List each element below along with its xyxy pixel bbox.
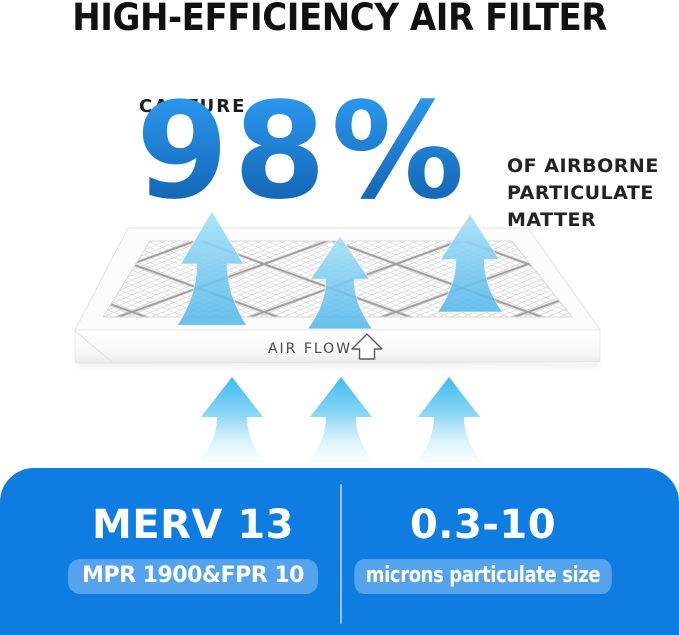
capture-description-line: PARTICULATE xyxy=(507,182,654,204)
merv-rating-value: MERV 13 xyxy=(92,502,294,548)
capture-description: OF AIRBORNE PARTICULATE MATTER xyxy=(507,153,659,234)
capture-description-line: OF AIRBORNE xyxy=(507,155,659,177)
up-arrow-outline-icon xyxy=(351,333,383,360)
airflow-intake-arrows xyxy=(198,377,483,463)
air-flow-label: AIR FLOW xyxy=(268,341,352,357)
page-title: HIGH-EFFICIENCY AIR FILTER xyxy=(72,0,607,39)
airflow-up-arrow-icon xyxy=(415,377,483,463)
mpr-fpr-badge: MPR 1900&FPR 10 xyxy=(68,559,318,594)
airflow-up-arrow-icon xyxy=(198,377,266,463)
capture-description-line: MATTER xyxy=(507,209,597,231)
particle-size-badge: microns particulate size xyxy=(354,559,612,594)
specs-divider xyxy=(340,484,342,624)
specs-panel xyxy=(0,468,679,635)
capture-label: CAPTURE xyxy=(139,96,246,117)
particle-size-value: 0.3-10 xyxy=(409,502,557,548)
airflow-up-arrow-icon xyxy=(307,377,375,463)
filter-front-face: AIR FLOW xyxy=(74,329,601,371)
page-title-wrap: HIGH-EFFICIENCY AIR FILTER xyxy=(0,0,679,39)
spec-particle-size: 0.3-10 microns particulate size xyxy=(326,502,640,594)
capture-percentage: 98% xyxy=(136,75,470,229)
spec-merv-rating: MERV 13 MPR 1900&FPR 10 xyxy=(68,502,318,594)
